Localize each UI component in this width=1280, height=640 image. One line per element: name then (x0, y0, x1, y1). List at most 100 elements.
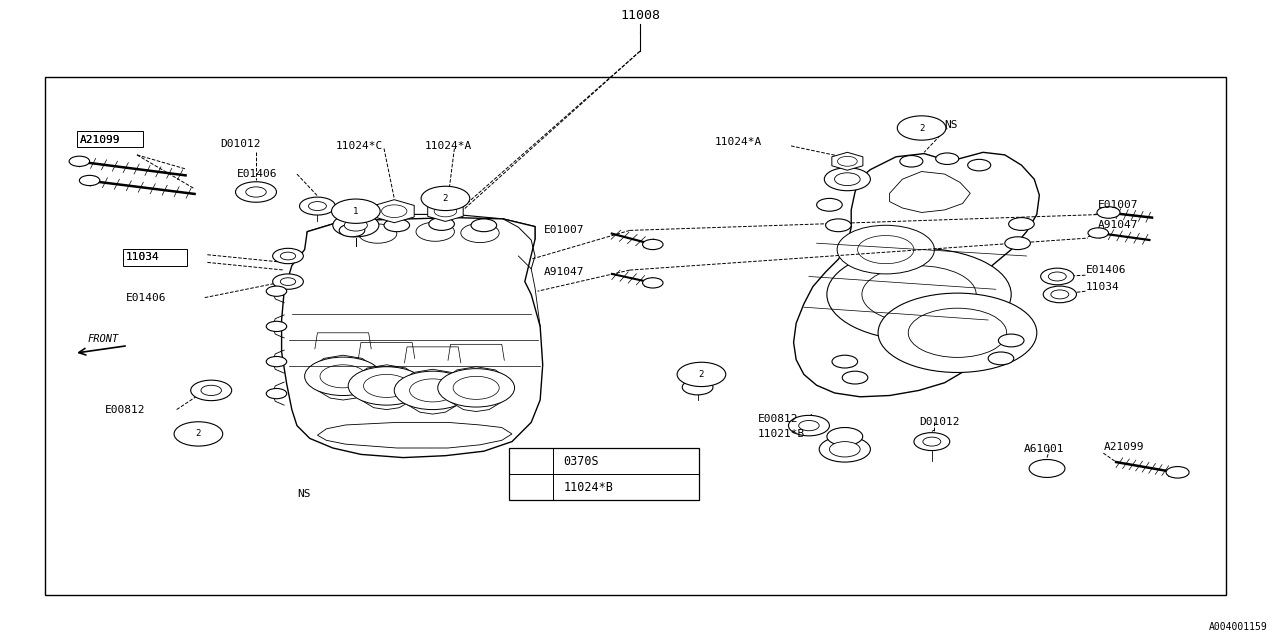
Circle shape (677, 362, 726, 387)
Polygon shape (444, 367, 508, 412)
Text: 11024*A: 11024*A (714, 137, 762, 147)
Circle shape (300, 197, 335, 215)
Circle shape (936, 153, 959, 164)
Circle shape (348, 367, 425, 405)
Text: D01012: D01012 (220, 139, 261, 149)
Text: 11024*B: 11024*B (563, 481, 613, 494)
Text: E01406: E01406 (125, 292, 166, 303)
Text: 11034: 11034 (125, 252, 159, 262)
Text: E01007: E01007 (1098, 200, 1139, 210)
Circle shape (923, 437, 941, 446)
Bar (77, 131, 143, 147)
Circle shape (829, 442, 860, 457)
Polygon shape (428, 201, 463, 221)
Text: 2: 2 (529, 483, 534, 492)
Bar (45, 77, 1226, 595)
Text: A004001159: A004001159 (1208, 622, 1267, 632)
Circle shape (332, 199, 380, 223)
Text: A91047: A91047 (544, 267, 585, 277)
Circle shape (308, 202, 326, 211)
Circle shape (1043, 286, 1076, 303)
Polygon shape (374, 200, 415, 223)
Circle shape (512, 452, 550, 471)
Circle shape (394, 371, 471, 410)
Circle shape (914, 433, 950, 451)
Text: NS: NS (297, 489, 311, 499)
Circle shape (69, 156, 90, 166)
Circle shape (384, 219, 410, 232)
Circle shape (246, 187, 266, 197)
Circle shape (174, 422, 223, 446)
Polygon shape (311, 355, 375, 400)
Bar (509, 448, 699, 500)
Circle shape (339, 224, 365, 237)
Polygon shape (890, 172, 970, 212)
Text: A21099: A21099 (1103, 442, 1144, 452)
Circle shape (1009, 218, 1034, 230)
Text: 11034: 11034 (1085, 282, 1119, 292)
Circle shape (832, 355, 858, 368)
Circle shape (434, 205, 457, 217)
Circle shape (429, 218, 454, 230)
Circle shape (1097, 207, 1120, 218)
Circle shape (266, 321, 287, 332)
Text: 2: 2 (196, 429, 201, 438)
Text: 1: 1 (353, 207, 358, 216)
Circle shape (266, 356, 287, 367)
Text: E01007: E01007 (544, 225, 585, 236)
Circle shape (1048, 272, 1066, 281)
Circle shape (280, 252, 296, 260)
Text: 11024*C: 11024*C (335, 141, 383, 151)
Circle shape (817, 198, 842, 211)
Circle shape (453, 376, 499, 399)
Circle shape (835, 173, 860, 186)
Circle shape (320, 365, 366, 388)
Text: 1: 1 (529, 456, 534, 466)
Circle shape (79, 175, 100, 186)
Circle shape (438, 369, 515, 407)
Text: E00812: E00812 (105, 404, 146, 415)
Circle shape (416, 222, 454, 241)
Circle shape (824, 168, 870, 191)
Circle shape (968, 159, 991, 171)
Circle shape (1005, 237, 1030, 250)
Circle shape (512, 477, 550, 497)
Circle shape (333, 214, 379, 237)
Circle shape (381, 205, 407, 218)
Circle shape (819, 436, 870, 462)
Circle shape (344, 220, 367, 231)
Circle shape (191, 380, 232, 401)
Circle shape (280, 278, 296, 285)
Polygon shape (317, 422, 512, 448)
Circle shape (305, 357, 381, 396)
Polygon shape (794, 152, 1039, 397)
Circle shape (998, 334, 1024, 347)
Circle shape (201, 385, 221, 396)
Text: E01406: E01406 (237, 169, 278, 179)
Text: 11021*B: 11021*B (758, 429, 805, 439)
Text: A61001: A61001 (1024, 444, 1065, 454)
Circle shape (827, 248, 1011, 340)
Text: 2: 2 (919, 124, 924, 132)
Text: A91047: A91047 (1098, 220, 1139, 230)
Text: FRONT: FRONT (87, 334, 118, 344)
Circle shape (266, 388, 287, 399)
Circle shape (358, 224, 397, 243)
Circle shape (878, 293, 1037, 372)
Text: 2: 2 (443, 194, 448, 203)
Circle shape (861, 266, 977, 323)
Circle shape (266, 286, 287, 296)
Circle shape (837, 156, 858, 166)
Circle shape (1166, 467, 1189, 478)
Circle shape (858, 236, 914, 264)
Polygon shape (355, 365, 419, 410)
Text: NS: NS (945, 120, 959, 130)
Circle shape (273, 274, 303, 289)
Circle shape (1088, 228, 1108, 238)
Circle shape (799, 420, 819, 431)
Circle shape (897, 116, 946, 140)
Text: 11024*A: 11024*A (425, 141, 472, 151)
Circle shape (236, 182, 276, 202)
Polygon shape (307, 214, 535, 247)
Polygon shape (307, 232, 343, 253)
